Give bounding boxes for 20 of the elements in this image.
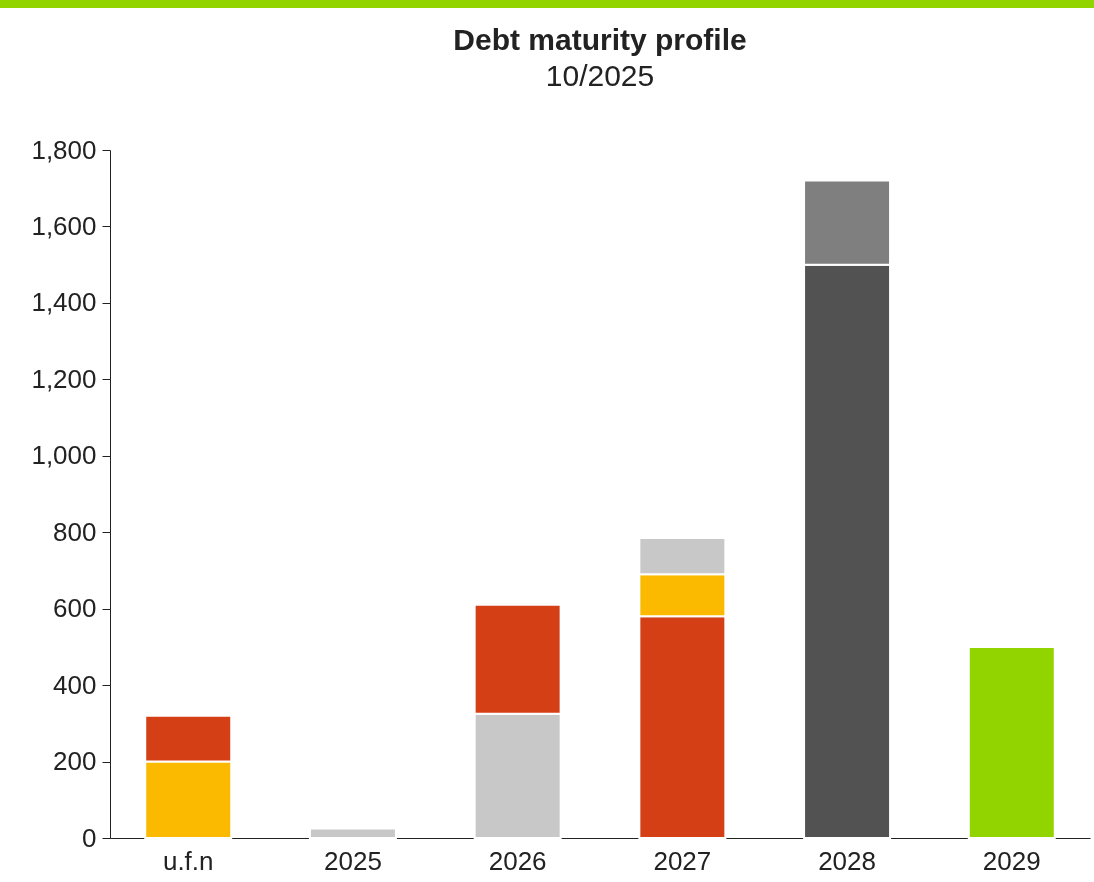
y-tick-label: 800 — [53, 516, 97, 547]
y-tick-label: 600 — [53, 593, 97, 624]
chart-title: Debt maturity profile — [453, 23, 747, 56]
x-tick-label: 2029 — [982, 845, 1041, 876]
y-tick-label: 1,800 — [31, 134, 97, 165]
bar — [308, 827, 397, 839]
y-tick-label: 1,200 — [31, 363, 97, 394]
x-tick-label: 2027 — [653, 845, 712, 876]
y-tick-label: 200 — [53, 746, 97, 777]
x-tick-label: 2026 — [488, 845, 547, 876]
y-tick-label: 1,000 — [31, 440, 97, 471]
x-tick-label: 2028 — [818, 845, 876, 876]
x-tick-label: 2025 — [324, 845, 382, 876]
y-tick-label: 1,600 — [31, 210, 97, 241]
x-tick-label: u.f.n — [162, 845, 214, 876]
y-tick-label: 1,400 — [31, 287, 97, 318]
y-tick-label: 0 — [82, 822, 97, 853]
chart-subtitle: 10/2025 — [545, 59, 655, 92]
bar — [967, 645, 1056, 839]
y-tick-label: 400 — [53, 669, 97, 700]
